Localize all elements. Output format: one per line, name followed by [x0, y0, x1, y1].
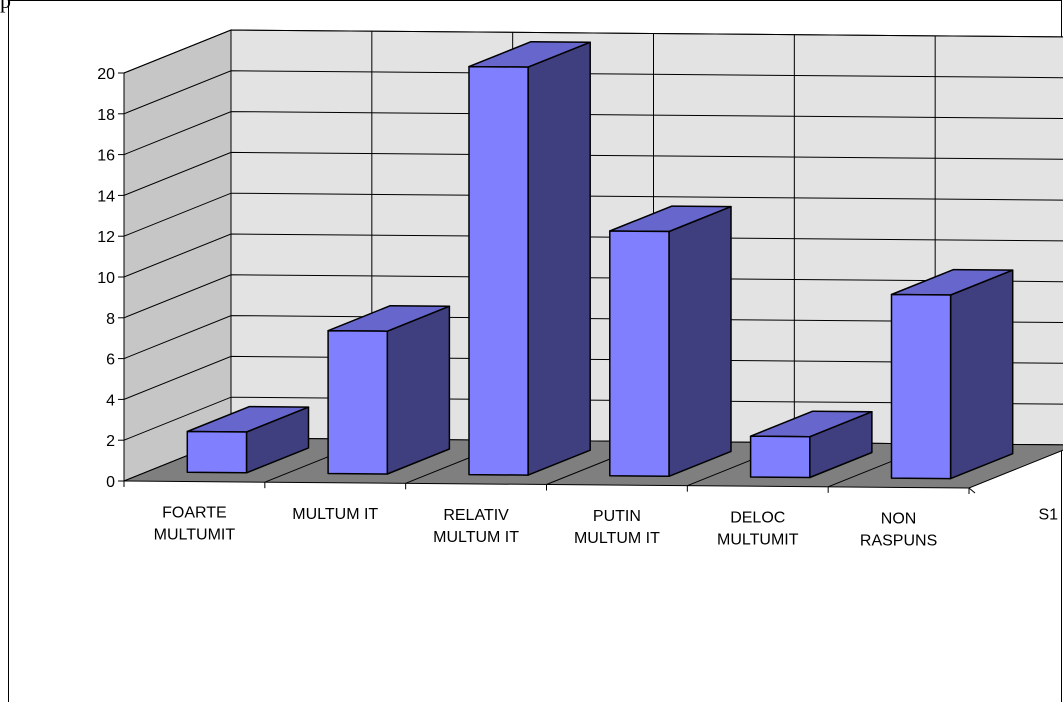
bar-side	[386, 305, 451, 475]
bar	[609, 205, 732, 478]
category-label: FOARTE MULTUMIT	[154, 505, 236, 544]
bar-side	[527, 41, 591, 476]
bar	[468, 40, 591, 476]
page-fragment-text: p	[0, 0, 11, 13]
bar-side	[949, 269, 1014, 480]
y-tick-label: 8	[106, 311, 115, 328]
chart-frame: 0 2 4 6 8 10 12 14 16 18 20 FOARTE MULTUMIT MULTUM IT…	[8, 0, 1063, 702]
bar-front	[468, 65, 529, 476]
bar	[186, 405, 310, 474]
bar-front	[609, 230, 670, 478]
bar-front	[890, 293, 952, 480]
y-tick-label: 12	[97, 229, 115, 246]
y-tick-label: 0	[106, 474, 115, 491]
depth-tick	[968, 487, 976, 494]
y-tick-label: 18	[97, 107, 115, 124]
series-label: S1	[1039, 507, 1059, 524]
y-tick-label: 14	[97, 188, 115, 205]
category-label: RELATIV MULTUM IT	[433, 507, 519, 546]
y-tick-label: 16	[97, 148, 115, 165]
y-tick-label: 4	[106, 392, 115, 409]
category-label: DELOC MULTUMIT	[717, 509, 799, 548]
y-tick-label: 2	[106, 433, 115, 450]
category-label: NON RASPUNS	[860, 510, 937, 549]
bar	[327, 304, 451, 475]
category-label: MULTUM IT	[292, 506, 378, 523]
bar-front	[749, 435, 811, 479]
category-label: PUTIN MULTUM IT	[574, 508, 660, 547]
bar	[890, 268, 1014, 480]
bar	[749, 410, 873, 479]
y-tick-label: 20	[97, 66, 115, 83]
y-tick-label: 6	[106, 352, 115, 369]
y-tick-label: 10	[97, 270, 115, 287]
bar-front	[186, 430, 248, 474]
bar-side	[668, 205, 732, 478]
chart-area: 0 2 4 6 8 10 12 14 16 18 20 FOARTE MULTUMIT MULTUM IT…	[97, 29, 1063, 549]
bar-front	[327, 329, 389, 475]
